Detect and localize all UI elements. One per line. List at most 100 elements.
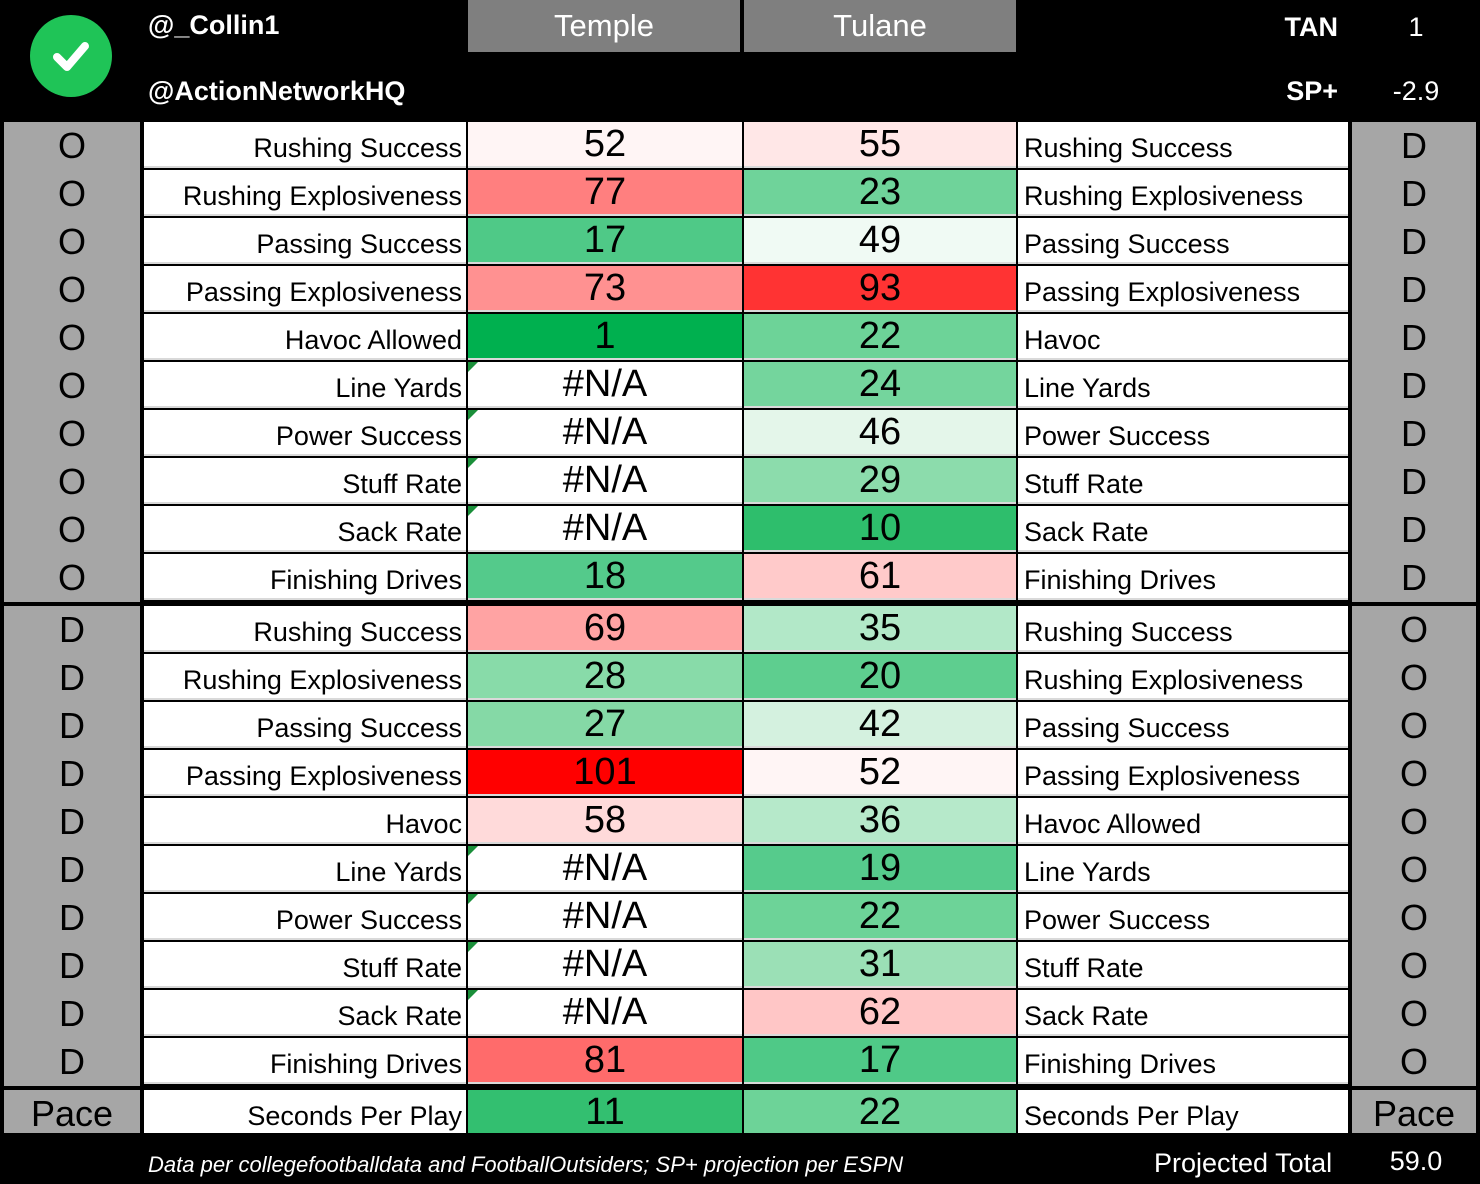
left-stat-value: 77 <box>468 170 742 216</box>
left-stat-value: 69 <box>468 606 742 652</box>
right-stat-label: Havoc Allowed <box>1018 798 1348 844</box>
right-stat-value: 22 <box>744 314 1016 360</box>
table-row: D Sack Rate #N/A 62 Sack Rate O <box>0 990 1480 1038</box>
right-stat-label: Stuff Rate <box>1018 458 1348 504</box>
right-stat-value: 19 <box>744 846 1016 892</box>
handle-action-network: @ActionNetworkHQ <box>148 76 406 106</box>
left-side-marker: D <box>4 990 140 1038</box>
right-side-marker: O <box>1352 750 1476 798</box>
left-side-marker: O <box>4 314 140 362</box>
left-stat-value: 1 <box>468 314 742 360</box>
left-stat-value: 11 <box>468 1090 742 1136</box>
left-stat-label: Stuff Rate <box>144 458 466 504</box>
right-side-marker: D <box>1352 458 1476 506</box>
left-side-marker: D <box>4 702 140 750</box>
right-stat-label: Sack Rate <box>1018 990 1348 1036</box>
table-row: O Passing Success 17 49 Passing Success D <box>0 218 1480 266</box>
right-side-marker: D <box>1352 170 1476 218</box>
team-header-right: Tulane <box>744 0 1016 52</box>
right-stat-value: 52 <box>744 750 1016 796</box>
left-stat-value: 101 <box>468 750 742 796</box>
right-side-marker: D <box>1352 266 1476 314</box>
table-row: O Rushing Success 52 55 Rushing Success D <box>0 122 1480 170</box>
cell-comment-flag-icon <box>468 942 478 952</box>
right-side-marker: O <box>1352 846 1476 894</box>
right-stat-label: Rushing Success <box>1018 122 1348 168</box>
right-side-marker: D <box>1352 362 1476 410</box>
right-stat-value: 10 <box>744 506 1016 552</box>
left-stat-label: Passing Explosiveness <box>144 266 466 312</box>
left-stat-label: Stuff Rate <box>144 942 466 988</box>
left-side-marker: O <box>4 410 140 458</box>
left-side-marker: D <box>4 798 140 846</box>
right-side-marker: D <box>1352 506 1476 554</box>
right-stat-value: 46 <box>744 410 1016 456</box>
left-side-marker: O <box>4 122 140 170</box>
table-row: D Passing Success 27 42 Passing Success O <box>0 702 1480 750</box>
projected-total-label: Projected Total <box>1154 1148 1333 1178</box>
right-stat-value: 17 <box>744 1038 1016 1084</box>
footer-bar <box>0 1133 1480 1184</box>
right-stat-label: Stuff Rate <box>1018 942 1348 988</box>
table-row: O Power Success #N/A 46 Power Success D <box>0 410 1480 458</box>
right-stat-value: 29 <box>744 458 1016 504</box>
right-stat-label: Rushing Success <box>1018 606 1348 652</box>
left-stat-label: Rushing Explosiveness <box>144 654 466 700</box>
left-side-marker: O <box>4 218 140 266</box>
tan-value: 1 <box>1408 12 1424 42</box>
table-row: D Stuff Rate #N/A 31 Stuff Rate O <box>0 942 1480 990</box>
sp-label: SP+ <box>1286 76 1338 106</box>
right-side-marker: O <box>1352 606 1476 654</box>
right-stat-label: Seconds Per Play <box>1018 1090 1348 1136</box>
right-stat-label: Passing Success <box>1018 218 1348 264</box>
cell-comment-flag-icon <box>468 846 478 856</box>
right-stat-value: 55 <box>744 122 1016 168</box>
right-stat-value: 31 <box>744 942 1016 988</box>
left-stat-value: 27 <box>468 702 742 748</box>
right-stat-value: 49 <box>744 218 1016 264</box>
left-stat-value: #N/A <box>468 506 742 552</box>
table-row: O Havoc Allowed 1 22 Havoc D <box>0 314 1480 362</box>
left-stat-value: 58 <box>468 798 742 844</box>
left-stat-label: Havoc Allowed <box>144 314 466 360</box>
right-stat-label: Power Success <box>1018 894 1348 940</box>
table-row: O Passing Explosiveness 73 93 Passing Explos… <box>0 266 1480 314</box>
right-side-marker: D <box>1352 218 1476 266</box>
left-stat-label: Passing Success <box>144 702 466 748</box>
right-stat-label: Sack Rate <box>1018 506 1348 552</box>
left-side-marker: D <box>4 1038 140 1086</box>
right-side-marker: O <box>1352 894 1476 942</box>
left-stat-value: 81 <box>468 1038 742 1084</box>
left-stat-label: Finishing Drives <box>144 554 466 600</box>
left-side-marker: O <box>4 266 140 314</box>
right-stat-value: 20 <box>744 654 1016 700</box>
left-side-marker: D <box>4 894 140 942</box>
left-side-marker: O <box>4 554 140 602</box>
left-stat-value: #N/A <box>468 458 742 504</box>
cell-comment-flag-icon <box>468 410 478 420</box>
left-stat-label: Rushing Success <box>144 122 466 168</box>
header-bar: @_Collin1 @ActionNetworkHQ Temple Tulane… <box>0 0 1480 122</box>
table-row: D Rushing Explosiveness 28 20 Rushing Explos… <box>0 654 1480 702</box>
right-stat-label: Rushing Explosiveness <box>1018 170 1348 216</box>
right-side-marker: D <box>1352 554 1476 602</box>
right-side-marker: O <box>1352 702 1476 750</box>
right-stat-value: 22 <box>744 1090 1016 1136</box>
right-side-marker: O <box>1352 654 1476 702</box>
left-stat-label: Seconds Per Play <box>144 1090 466 1136</box>
right-side-marker: O <box>1352 1038 1476 1086</box>
right-stat-value: 35 <box>744 606 1016 652</box>
left-side-marker: D <box>4 606 140 654</box>
right-stat-value: 23 <box>744 170 1016 216</box>
right-stat-value: 22 <box>744 894 1016 940</box>
left-stat-value: 18 <box>468 554 742 600</box>
right-stat-value: 93 <box>744 266 1016 312</box>
section-divider <box>0 602 1480 605</box>
right-side-marker: D <box>1352 122 1476 170</box>
left-stat-value: 17 <box>468 218 742 264</box>
table-row: D Finishing Drives 81 17 Finishing Drives O <box>0 1038 1480 1086</box>
right-stat-label: Rushing Explosiveness <box>1018 654 1348 700</box>
pace-row: Pace Seconds Per Play 11 22 Seconds Per Play… <box>0 1090 1480 1138</box>
cell-comment-flag-icon <box>468 894 478 904</box>
right-stat-label: Power Success <box>1018 410 1348 456</box>
